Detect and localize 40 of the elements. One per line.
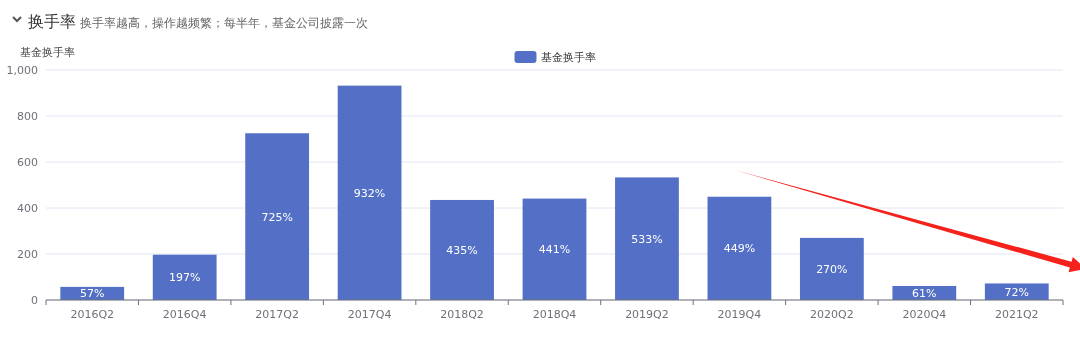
bar [337, 85, 402, 300]
y-tick-label: 600 [17, 156, 38, 169]
data-label: 61% [912, 286, 937, 300]
x-tick-label: 2017Q2 [255, 308, 299, 321]
data-label: 725% [261, 210, 293, 224]
bar [707, 196, 772, 300]
bar [799, 237, 864, 300]
data-label: 441% [538, 243, 571, 257]
chart-title: 换手率 [28, 12, 76, 31]
x-tick-label: 2016Q2 [70, 308, 115, 321]
bar [152, 254, 217, 300]
data-label: 270% [816, 262, 848, 276]
data-label: 932% [353, 186, 386, 200]
bar [615, 177, 679, 300]
y-tick-label: 400 [17, 202, 38, 215]
y-axis-title: 基金换手率 [20, 46, 75, 59]
x-tick-label: 2019Q4 [717, 308, 762, 321]
x-tick-label: 2020Q2 [810, 308, 854, 321]
y-tick-label: 1,000 [6, 64, 38, 77]
data-label: 72% [1004, 285, 1029, 299]
data-label: 197% [168, 271, 201, 285]
bar [522, 198, 587, 300]
bar [245, 133, 310, 300]
chart-subtitle: 换手率越高，操作越频繁；每半年，基金公司披露一次 [80, 16, 368, 30]
data-label: 533% [631, 232, 663, 246]
y-tick-label: 200 [17, 248, 38, 261]
y-tick-label: 0 [31, 294, 38, 307]
x-tick-label: 2017Q4 [347, 308, 392, 321]
x-tick-label: 2016Q4 [162, 308, 207, 321]
data-label: 435% [446, 243, 478, 257]
x-tick-label: 2018Q2 [440, 308, 484, 321]
x-tick-label: 2020Q4 [902, 308, 947, 321]
legend-label: 基金换手率 [540, 51, 596, 64]
x-tick-label: 2019Q2 [625, 308, 669, 321]
x-tick-label: 2018Q4 [532, 308, 577, 321]
bar [430, 199, 494, 300]
data-label: 57% [80, 287, 105, 301]
x-tick-label: 2021Q2 [994, 308, 1039, 321]
data-label: 449% [723, 242, 756, 256]
y-tick-label: 800 [17, 110, 38, 123]
